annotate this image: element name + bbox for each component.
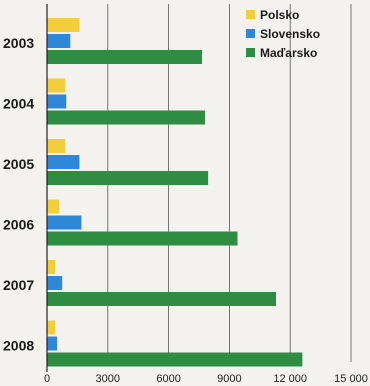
x-tick-label: 0: [44, 373, 50, 385]
bar-2007-0: [47, 260, 56, 274]
bar-2003-0: [47, 18, 80, 32]
x-tick-label: 6000: [156, 373, 180, 385]
x-tick-labels: 0 3000 6000 9000 12 000 15 000: [44, 373, 368, 385]
bar-2005-2: [47, 171, 209, 185]
x-tick-label: 9000: [217, 373, 241, 385]
bar-2005-0: [47, 139, 66, 153]
bar-2004-1: [47, 94, 67, 109]
x-tick-label: 12 000: [273, 373, 307, 385]
year-label: 2006: [3, 217, 34, 233]
bar-2003-2: [47, 50, 203, 64]
year-label: 2005: [3, 156, 34, 172]
year-labels: 2003 2004 2005 2006 2007 2008: [3, 35, 34, 354]
bar-2008-2: [47, 352, 303, 367]
year-label: 2008: [3, 338, 34, 354]
legend: Polsko Slovensko Maďarsko: [246, 8, 320, 60]
bar-2007-1: [47, 276, 63, 290]
legend-swatch: [246, 48, 255, 57]
legend-label: Maďarsko: [260, 46, 317, 60]
year-label: 2004: [3, 96, 34, 112]
bar-2004-0: [47, 78, 66, 93]
bar-2006-1: [47, 215, 82, 230]
x-tick-label: 15 000: [334, 373, 368, 385]
bar-group: [47, 18, 303, 367]
x-tick-label: 3000: [96, 373, 120, 385]
bar-2007-2: [47, 292, 277, 306]
bar-2006-2: [47, 231, 238, 246]
legend-swatch: [246, 10, 255, 19]
year-label: 2003: [3, 35, 34, 51]
bar-2005-1: [47, 155, 80, 169]
bar-2008-1: [47, 336, 58, 351]
year-label: 2007: [3, 277, 34, 293]
bar-2006-0: [47, 199, 60, 214]
bar-2008-0: [47, 320, 56, 335]
bar-2003-1: [47, 34, 71, 48]
legend-label: Slovensko: [260, 27, 320, 41]
bar-2004-2: [47, 110, 206, 125]
legend-swatch: [246, 29, 255, 38]
legend-label: Polsko: [260, 8, 299, 22]
